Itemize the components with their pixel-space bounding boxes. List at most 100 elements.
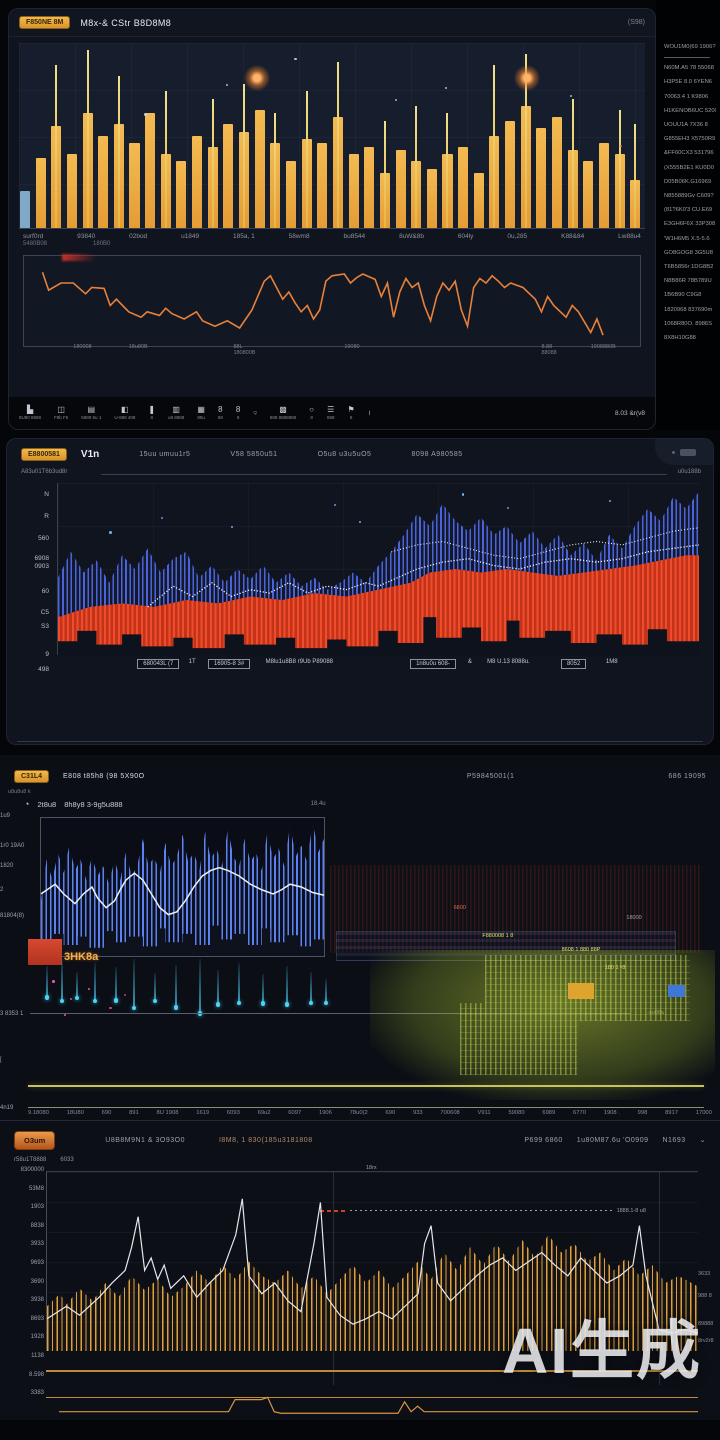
panel3-title: E808 t85h8 (98 5X90O [63,772,145,780]
sidebar-line[interactable]: &FF60CX3 531796 [664,150,714,157]
p3-x-tick: 6093 [226,1110,240,1116]
panel4-menu-3[interactable]: P699 6860 [524,1136,563,1144]
y-tick-label: 6908 [34,555,49,562]
panel2-menu-2[interactable]: V58 5850u51 [230,450,278,458]
panel4-sub-item: 6033 [60,1157,74,1163]
panel2-badge[interactable]: E8800581 [21,447,67,461]
sidebar-line[interactable]: D05B06K.G16969 [664,178,712,185]
bar-rect [35,157,46,228]
sidebar-line[interactable]: N60M.A5 78 55068 [664,65,714,72]
bar-spike [618,109,621,228]
sidebar-line[interactable]: 'W1H6M5 X.5-5.6 [664,235,710,242]
drip-marker [236,962,241,1005]
blue-block-marker[interactable] [668,985,685,997]
spectrum-chart[interactable]: 9/0u038s 38 u1 N! 8 M84 k0u- 8 ᵘ⁸ [57,483,699,655]
sidebar-line[interactable]: UOUU1A 7X36 8 [664,122,708,129]
toolbar-item[interactable]: ▙ 8U80 8888 [19,406,41,421]
sidebar-line[interactable]: 1820968 837690m [664,306,713,313]
sidebar-line[interactable]: H1KENOB6UC 5200 [664,107,716,114]
toolbar-item[interactable]: ◧ U-888 408 [114,406,135,421]
annotation-box[interactable]: & [468,659,472,665]
bar [332,43,343,228]
panel3-center-label[interactable]: P59845001(1 [466,772,515,780]
toolbar-item[interactable]: ▩ 888 8888888 [270,406,296,421]
line-chart-box[interactable]: 180008 18u80B 88L 180800B 19080 8.88 88088 19… [23,254,641,356]
bar [505,43,516,228]
bar [254,43,265,228]
sidebar-line[interactable]: 70063.4 1 K9806 [664,93,709,100]
drip-marker [260,974,265,1007]
trend-chart[interactable]: 1888.1-8 u8 18rx [46,1165,698,1385]
label: 1908880B [590,344,616,350]
sidebar-line[interactable]: N8B86R 78B789U [664,278,712,285]
y-tick-label: 3 8353 1 [0,1011,24,1017]
toolbar-item[interactable]: ▥ u8 8888 [168,406,184,421]
label: 18u80B [128,344,148,350]
sidebar-line[interactable]: (X555B2E1 KU0D0 [664,164,714,171]
annotation-box[interactable]: M8 U.13 8088u. [487,659,530,665]
sidebar-line[interactable]: WOU1M0(69 1906? [664,44,716,50]
toolbar-item[interactable]: Q [253,409,257,417]
toolbar-item[interactable]: 8 88 [218,406,223,421]
toolbar-item[interactable]: ☰ 888 [327,405,335,421]
panel4-subheader: r58u1T8888 6033 [14,1157,74,1163]
orange-block-marker[interactable] [568,983,594,999]
y-tick-label: 9693 [30,1260,44,1266]
blob-label: F880008 1 8 [482,933,514,939]
blob-label: 8608 1 880 88P [561,947,601,953]
panel2-menu-1[interactable]: 15uu umuu1r5 [139,450,191,458]
panel3-right-label[interactable]: 686 19095 [668,772,706,780]
panel-spectrum: E8800581 V1n 15uu umuu1r5 V58 5850u51 O5… [6,438,714,745]
panel3-sub-1[interactable]: 2t8u8 [37,799,57,809]
annotation-box[interactable]: 16905-8 3# [207,659,251,669]
top-center-label: 18rx [365,1164,377,1171]
sidebar-line[interactable]: G855EH3 X5750R9 [664,136,716,143]
orange-rule-1 [46,1370,698,1372]
chevron-down-icon[interactable]: ⌄ [699,1137,706,1144]
label: 8.88 88088 [541,344,557,356]
panel3-sub-2[interactable]: 8h8y8 3-9g5u888 [64,799,123,809]
menu-icon-icon: ☰ [327,405,335,414]
toolbar-item[interactable]: ❙ [368,409,372,417]
panel4-menu-2[interactable]: I8M8, 1 830(185u3181808 [218,1136,313,1144]
toolbar-item[interactable]: ○ 8 [309,406,314,421]
bar-chart[interactable] [19,43,645,229]
toolbar-item[interactable]: ◫ F8b F5 [54,406,68,421]
panel3-mini-text: u8u8u8 k [8,789,31,795]
toolbar-item[interactable]: ▤ 5889 8u 1 [81,406,101,421]
sidebar-line[interactable]: T6B5856r 1DG8B2 [664,264,714,271]
panel2-menu-3[interactable]: O5u8 u3u5uO5 [317,450,372,458]
toolbar-item[interactable]: ⚑ 8 [348,406,355,421]
panel2-menu-4[interactable]: 8098 A980585 [411,450,463,458]
right-sidebar: WOU1M0(69 1906? N60M.A5 78 55068 H3P5E 8.0… [656,0,720,430]
sidebar-line[interactable]: H3P5E 8.0 6YEN6 [664,79,713,86]
waveform-box[interactable] [40,817,325,957]
panel1-badge[interactable]: F850NE 8M [19,16,71,29]
annotation-box[interactable]: 1M8 [606,659,618,665]
annotation-box[interactable]: 1T [189,659,196,665]
bar [317,43,328,228]
speck [52,980,55,983]
annotation-box[interactable]: 1n8u0u 608- [410,659,456,669]
y-tick-label: 4n19 [0,1105,14,1111]
toolbar-item[interactable]: ❚ 8 [148,406,155,421]
drip-marker [74,971,79,1000]
panel4-menu-5[interactable]: N1693 [662,1136,686,1144]
sidebar-line[interactable]: N855889Gv C609? [664,193,714,200]
panel4-menu-1[interactable]: U8B8M9N1 & 3O93O0 [105,1136,185,1144]
annotation-box[interactable]: 8052 [560,659,587,669]
panel3-badge[interactable]: C31L4 [14,769,50,783]
bar-spike [336,61,339,228]
sidebar-line[interactable]: GO8GOG8 3G5U8 [664,249,713,256]
panel4-action-button[interactable]: O3um [14,1130,56,1150]
panel4-menu-4[interactable]: 1u80M87.6u 'O0909 [576,1136,649,1144]
sidebar-line[interactable]: 1068R80O. 8986S [664,320,713,327]
sidebar-line[interactable]: (81?6K0'3 CU.E69 [664,207,713,214]
sidebar-line[interactable]: E3GH6F6X 33P308 [664,221,716,228]
annotation-box[interactable]: M8lu1u8B8 r9Ub P89088 [266,659,333,665]
annotation-box[interactable]: 680043L (7 [137,659,180,669]
toolbar-item[interactable]: ▦ 88u [197,406,205,421]
sidebar-line[interactable]: 1B6B90 C9G8 [664,292,702,299]
sidebar-line[interactable]: 8X8H10G88 [664,335,696,342]
